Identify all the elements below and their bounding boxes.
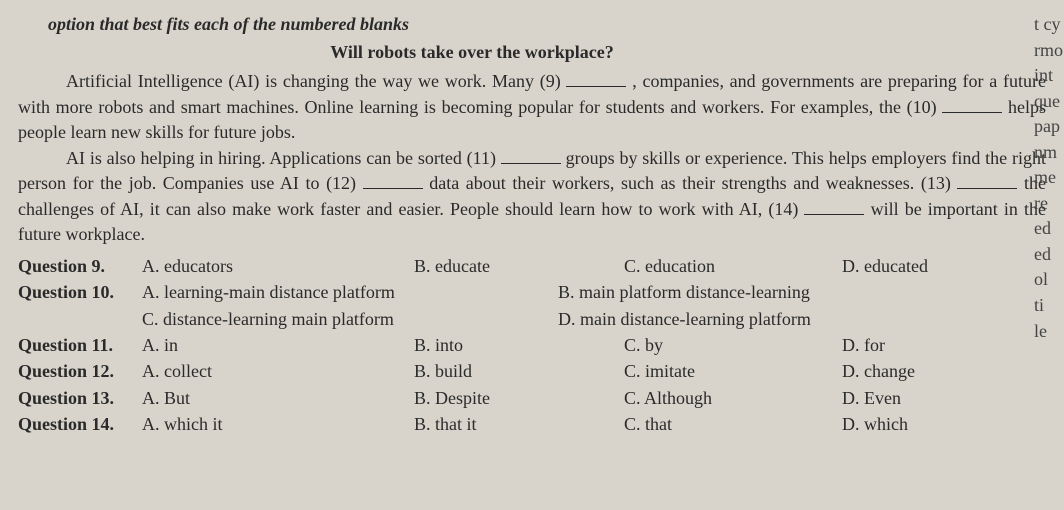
blank-9 [566, 69, 626, 87]
question-label: Question 10. [18, 280, 142, 306]
fragment: nm [1034, 140, 1064, 166]
blank-12 [363, 171, 423, 189]
question-row: Question 14. A. which it B. that it C. t… [18, 412, 1046, 438]
fragment: pap [1034, 114, 1064, 140]
fragment: int [1034, 63, 1064, 89]
option-b: B. into [414, 333, 624, 359]
blank-14 [804, 197, 864, 215]
fragment: que [1034, 89, 1064, 115]
option-a: A. learning-main distance platform [142, 280, 558, 306]
option-c: C. that [624, 412, 842, 438]
blank-13 [957, 171, 1017, 189]
question-row: Question 9. A. educators B. educate C. e… [18, 254, 1046, 280]
fragment: ed [1034, 242, 1064, 268]
fragment: ol [1034, 267, 1064, 293]
option-b: B. educate [414, 254, 624, 280]
option-d: D. change [842, 359, 915, 385]
option-c: C. Although [624, 386, 842, 412]
fragment: ti [1034, 293, 1064, 319]
option-d: D. which [842, 412, 908, 438]
option-a: A. which it [142, 412, 414, 438]
option-a: A. But [142, 386, 414, 412]
option-b: B. Despite [414, 386, 624, 412]
option-b: B. main platform distance-learning [558, 280, 958, 306]
option-a: A. collect [142, 359, 414, 385]
option-c: C. by [624, 333, 842, 359]
option-b: B. build [414, 359, 624, 385]
question-row: Question 13. A. But B. Despite C. Althou… [18, 386, 1046, 412]
question-label: Question 12. [18, 359, 142, 385]
question-label: Question 9. [18, 254, 142, 280]
fragment: re [1034, 191, 1064, 217]
page-edge-fragments: t cy rmo int que pap nm me re ed ed ol t… [1034, 0, 1064, 344]
blank-10 [942, 95, 1002, 113]
option-d: D. educated [842, 254, 928, 280]
instruction-text: option that best fits each of the number… [18, 12, 1046, 38]
fragment: rmo [1034, 38, 1064, 64]
blank-11 [501, 146, 561, 164]
question-row: Question 11. A. in B. into C. by D. for [18, 333, 1046, 359]
fragment: me [1034, 165, 1064, 191]
question-row: Question 10. A. learning-main distance p… [18, 280, 1046, 306]
fragment: ed [1034, 216, 1064, 242]
option-c: C. education [624, 254, 842, 280]
option-b: B. that it [414, 412, 624, 438]
option-c: C. imitate [624, 359, 842, 385]
option-d: D. Even [842, 386, 901, 412]
question-label: Question 14. [18, 412, 142, 438]
question-label: Question 11. [18, 333, 142, 359]
passage-text: Artificial Intelligence (AI) is changing… [66, 71, 566, 91]
passage-title: Will robots take over the workplace? [18, 40, 1046, 66]
fragment: t cy [1034, 12, 1064, 38]
question-row: Question 12. A. collect B. build C. imit… [18, 359, 1046, 385]
questions-block: Question 9. A. educators B. educate C. e… [18, 254, 1046, 438]
option-d: D. for [842, 333, 885, 359]
passage-body: Artificial Intelligence (AI) is changing… [18, 69, 1046, 248]
passage-text: AI is also helping in hiring. Applicatio… [66, 148, 501, 168]
option-d: D. main distance-learning platform [558, 307, 811, 333]
option-a: A. educators [142, 254, 414, 280]
question-row-continued: C. distance-learning main platform D. ma… [18, 307, 1046, 333]
fragment: le [1034, 319, 1064, 345]
option-c: C. distance-learning main platform [142, 307, 558, 333]
question-label: Question 13. [18, 386, 142, 412]
option-a: A. in [142, 333, 414, 359]
passage-text: data about their workers, such as their … [423, 173, 958, 193]
